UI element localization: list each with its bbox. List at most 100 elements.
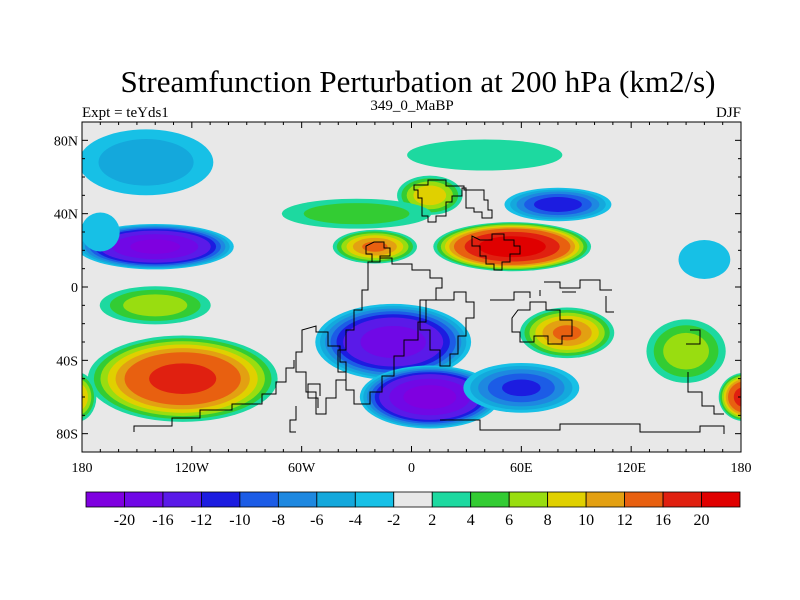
colorbar-label: 6 (505, 512, 513, 529)
x-tick-label: 180 (72, 461, 93, 476)
contour-band (502, 379, 541, 397)
colorbar-label: -4 (349, 512, 362, 529)
contour-band (362, 241, 388, 252)
coastline-antarctica (133, 360, 725, 434)
anomaly-e-pacific-weak-low (82, 212, 120, 252)
contour-band (727, 381, 741, 413)
y-axis: 80N 40N 0 40S 80S (54, 134, 741, 443)
coastline-se-asia-islands (490, 279, 614, 313)
colorbar-swatch (508, 491, 549, 508)
colorbar-swatch (277, 491, 318, 508)
chart-title: Streamfunction Perturbation at 200 hPa (… (121, 64, 716, 99)
coastline-south-pacific-islands (686, 329, 724, 415)
contour-band (303, 203, 410, 225)
colorbar-swatch (354, 491, 395, 508)
colorbar-label: -12 (191, 512, 212, 529)
y-tick-label: 40S (56, 354, 78, 369)
colorbar-label: -8 (272, 512, 285, 529)
coastline-africa (337, 257, 443, 405)
colorbar-label: 4 (467, 512, 475, 529)
x-tick-label: 60W (288, 461, 316, 476)
contour-band (149, 363, 217, 394)
colorbar-label: -2 (387, 512, 400, 529)
coastline-arabia-africa-north (365, 241, 391, 263)
colorbar-swatch (547, 491, 587, 508)
anomaly-n-pacific-weak-low (82, 129, 214, 196)
colorbar-swatch (393, 491, 433, 508)
anomaly-n-atlantic-ridge (281, 198, 432, 229)
contour-band (663, 332, 709, 370)
anomaly-s-pacific-east-high (646, 319, 726, 383)
colorbar-swatch (701, 491, 741, 508)
subtitle-center: 349_0_MaBP (370, 98, 453, 114)
anomaly-dateline-west-high (82, 373, 97, 421)
colorbar-label: 8 (544, 512, 552, 529)
colorbar-swatch (662, 491, 702, 508)
y-tick-label: 0 (71, 281, 78, 296)
colorbar-swatch (162, 491, 202, 508)
colorbar-swatch (124, 491, 164, 508)
subtitle-right: DJF (716, 105, 741, 121)
x-axis: 180 120W 60W 0 60E 120E 180 (72, 122, 752, 476)
contour-band (534, 197, 582, 212)
contour-band (552, 325, 582, 341)
x-tick-label: 120E (616, 461, 646, 476)
contour-band (733, 387, 741, 407)
colorbar: -20 -16 -12 -10 -8 -6 -4 -2 2 4 6 8 10 12 16 20 (85, 491, 741, 529)
colorbar-swatch (431, 491, 472, 508)
contour-band (123, 294, 188, 317)
x-tick-label: 180 (731, 461, 752, 476)
contour-band (82, 212, 120, 252)
colorbar-label: 16 (655, 512, 671, 529)
anomaly-s-pacific-high (87, 335, 278, 422)
colorbar-swatch (201, 491, 241, 508)
subtitle-left: Expt = teYds1 (82, 105, 169, 121)
coastline-south-america (295, 325, 347, 415)
x-tick-label: 60E (510, 461, 533, 476)
colorbar-label: -6 (310, 512, 323, 529)
x-tick-label: 120W (175, 461, 210, 476)
contour-band (360, 325, 426, 359)
coastline-indian-subcontinent (419, 291, 475, 367)
colorbar-swatch (470, 491, 510, 508)
colorbar-label: 10 (578, 512, 594, 529)
anomaly-dateline-south-high (718, 372, 741, 422)
anomaly-s-pacific-high-weak (99, 286, 211, 325)
contour-band (678, 240, 731, 279)
colorbar-swatch (85, 491, 125, 508)
contour-band (98, 139, 194, 186)
anomaly-s-indian-low (463, 362, 580, 413)
y-tick-label: 40N (54, 208, 78, 223)
anomaly-s-atlantic-africa-low (315, 303, 472, 381)
contour-field (82, 122, 741, 452)
colorbar-label: 20 (694, 512, 710, 529)
contour-band (403, 385, 457, 409)
anomaly-s-ocean-low (359, 365, 500, 429)
contour-band (130, 239, 181, 254)
y-tick-label: 80S (56, 428, 78, 443)
colorbar-swatch (239, 491, 279, 508)
coastlines (133, 179, 725, 434)
colorbar-swatch (585, 491, 625, 508)
colorbar-swatch (316, 491, 356, 508)
contour-band (407, 139, 563, 171)
anomaly-central-atlantic-high (332, 229, 417, 264)
anomaly-s-indian-ocean-high (519, 307, 615, 359)
y-tick-label: 80N (54, 134, 78, 149)
colorbar-label: 12 (617, 512, 633, 529)
colorbar-label: -10 (229, 512, 250, 529)
contour-band (478, 236, 546, 258)
coastline-australia (511, 301, 573, 345)
colorbar-swatch (624, 491, 664, 508)
anomaly-n-africa-asia-high (433, 222, 592, 272)
anomaly-n-asia-low (504, 187, 612, 222)
field-layer (82, 129, 741, 429)
coastline-eurasia (413, 179, 493, 223)
anomaly-w-pacific-weak-low (678, 240, 731, 279)
coastline-asia-south (471, 233, 521, 271)
colorbar-label: -16 (152, 512, 173, 529)
anomaly-arctic-high-weak (407, 139, 563, 171)
colorbar-label: -20 (114, 512, 135, 529)
contour-band (82, 392, 84, 402)
